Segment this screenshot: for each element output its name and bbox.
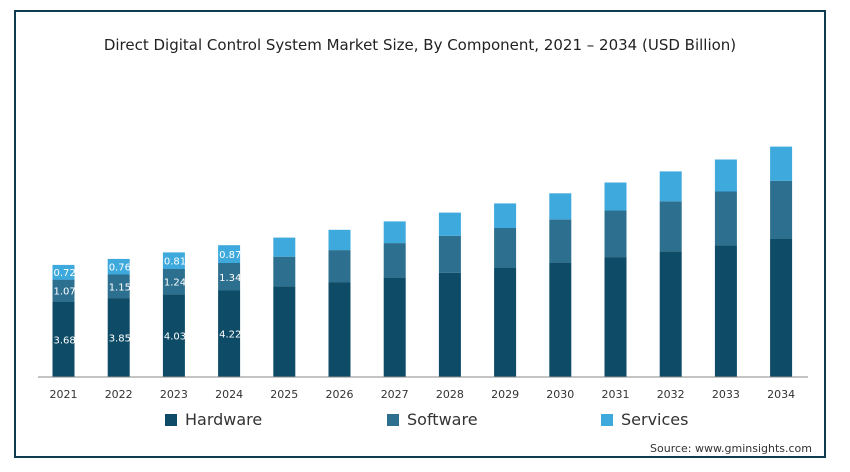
- bar-hardware-2033: [714, 245, 737, 377]
- data-label-hardware-2023: 4.03: [164, 332, 186, 343]
- data-label-hardware-2024: 4.22: [219, 330, 241, 341]
- legend-item-software: Software: [387, 410, 478, 429]
- data-label-software-2023: 1.24: [164, 278, 186, 289]
- bar-software-2033: [714, 191, 737, 246]
- bar-services-2033: [714, 159, 737, 192]
- bar-services-2023: [162, 252, 185, 269]
- bar-services-2025: [273, 237, 296, 257]
- legend-label-hardware: Hardware: [185, 410, 263, 429]
- bar-services-2021: [52, 264, 75, 280]
- bar-hardware-2031: [604, 257, 627, 377]
- bar-software-2031: [604, 210, 627, 257]
- bar-services-2031: [604, 182, 627, 211]
- x-tick-label-2025: 2025: [270, 388, 298, 401]
- x-tick-label-2034: 2034: [767, 388, 795, 401]
- data-label-hardware-2021: 3.68: [54, 335, 76, 346]
- data-label-services-2023: 0.81: [164, 257, 186, 268]
- bar-software-2021: [52, 279, 75, 302]
- bar-services-2029: [494, 203, 517, 228]
- x-tick-label-2027: 2027: [381, 388, 409, 401]
- data-label-services-2021: 0.72: [54, 268, 76, 279]
- bar-hardware-2025: [273, 286, 296, 377]
- x-tick-label-2024: 2024: [215, 388, 243, 401]
- bar-services-2028: [438, 212, 461, 236]
- data-label-software-2022: 1.15: [109, 282, 131, 293]
- legend-swatch-software: [387, 413, 399, 426]
- bar-software-2026: [328, 250, 351, 283]
- data-label-software-2024: 1.34: [219, 273, 241, 284]
- legend-swatch-hardware: [165, 413, 177, 426]
- x-tick-label-2032: 2032: [657, 388, 685, 401]
- legend-label-services: Services: [621, 410, 689, 429]
- bar-hardware-2030: [549, 262, 572, 377]
- bar-services-2024: [218, 245, 241, 263]
- bar-software-2029: [494, 228, 517, 268]
- bar-software-2028: [438, 235, 461, 273]
- bar-hardware-2026: [328, 282, 351, 377]
- x-tick-label-2022: 2022: [105, 388, 133, 401]
- bar-hardware-2034: [770, 239, 793, 377]
- bar-services-2030: [549, 193, 572, 220]
- bar-software-2034: [770, 180, 793, 239]
- bar-software-2025: [273, 256, 296, 287]
- data-label-software-2021: 1.07: [54, 287, 76, 298]
- data-label-hardware-2022: 3.85: [109, 334, 131, 345]
- bar-software-2030: [549, 219, 572, 263]
- bar-software-2027: [383, 243, 406, 278]
- x-tick-label-2033: 2033: [712, 388, 740, 401]
- chart-title: Direct Digital Control System Market Siz…: [103, 36, 737, 54]
- bar-hardware-2021: [52, 301, 75, 377]
- bar-hardware-2024: [218, 290, 241, 377]
- bar-hardware-2028: [438, 272, 461, 377]
- x-tick-label-2028: 2028: [436, 388, 464, 401]
- bar-hardware-2023: [162, 294, 185, 377]
- bar-services-2027: [383, 221, 406, 244]
- source-note: Source: www.gminsights.com: [650, 442, 812, 455]
- bar-services-2022: [107, 258, 130, 275]
- x-tick-label-2031: 2031: [602, 388, 630, 401]
- legend: Hardware Software Services: [165, 410, 725, 434]
- data-label-services-2024: 0.87: [219, 250, 241, 261]
- x-tick-label-2026: 2026: [326, 388, 354, 401]
- legend-swatch-services: [601, 413, 613, 426]
- bar-hardware-2027: [383, 277, 406, 377]
- bar-software-2023: [162, 269, 185, 295]
- x-tick-label-2023: 2023: [160, 388, 188, 401]
- x-tick-label-2030: 2030: [546, 388, 574, 401]
- bar-hardware-2029: [494, 267, 517, 377]
- legend-label-software: Software: [407, 410, 478, 429]
- bar-hardware-2022: [107, 298, 130, 377]
- bar-services-2034: [770, 146, 793, 181]
- legend-item-hardware: Hardware: [165, 410, 262, 429]
- chart-frame: [14, 10, 826, 458]
- bar-hardware-2032: [659, 251, 682, 377]
- x-tick-label-2029: 2029: [491, 388, 519, 401]
- bar-software-2032: [659, 201, 682, 252]
- bar-services-2032: [659, 171, 682, 202]
- x-tick-label-2021: 2021: [50, 388, 78, 401]
- bar-software-2024: [218, 263, 241, 291]
- data-label-services-2022: 0.76: [109, 263, 131, 274]
- bar-services-2026: [328, 229, 351, 251]
- bar-software-2022: [107, 274, 130, 299]
- legend-item-services: Services: [601, 410, 688, 429]
